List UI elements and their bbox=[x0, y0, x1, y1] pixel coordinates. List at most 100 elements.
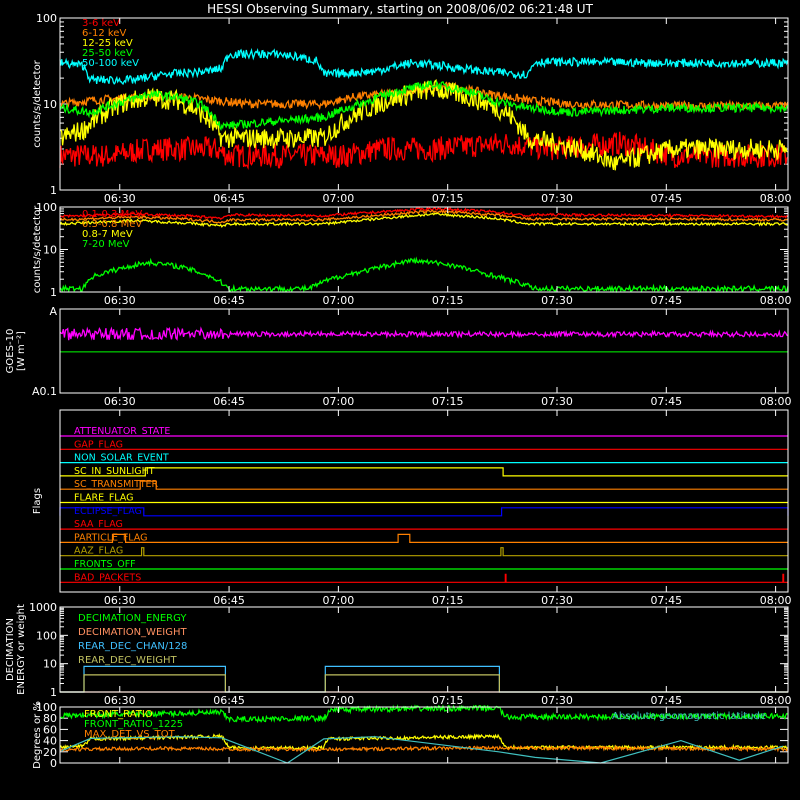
x-tick-label: 07:15 bbox=[432, 594, 464, 607]
panel-frame-5 bbox=[59, 606, 789, 693]
legend-front-ratio-1225: FRONT_RATIO_1225 bbox=[84, 719, 183, 730]
legend-6-12-kev: 6-12 keV bbox=[82, 28, 126, 39]
y-axis-label-3: GOES-10 bbox=[5, 329, 16, 374]
x-tick-label: 06:45 bbox=[213, 594, 245, 607]
flag-line-sc-in-sunlight bbox=[60, 467, 788, 477]
x-tick-label: 07:45 bbox=[650, 694, 682, 707]
x-tick-label: 07:00 bbox=[323, 694, 355, 707]
legend-absolute-geomagnetic-latitude: Absolute geomagnetic latitude bbox=[612, 711, 766, 722]
y-tick-label: 20 bbox=[43, 746, 57, 759]
y-axis-label-4: Flags bbox=[32, 488, 43, 514]
flag-label-sc-transmitter: SC_TRANSMITTER bbox=[74, 479, 159, 490]
figure-title: HESSI Observing Summary, starting on 200… bbox=[207, 2, 593, 16]
y-tick-label: A bbox=[49, 305, 57, 318]
series-line-25-50-kev bbox=[59, 80, 789, 131]
y-axis-label-6: Degrees or % bbox=[32, 701, 43, 769]
series-line-0-8-7-mev bbox=[59, 212, 789, 228]
y-tick-label: 100 bbox=[36, 701, 57, 714]
x-tick-label: 08:00 bbox=[760, 395, 792, 408]
flag-label-attenuator-state: ATTENUATOR_STATE bbox=[74, 426, 170, 437]
flag-label-bad-packets: BAD_PACKETS bbox=[74, 572, 141, 583]
series-line-max-det-vs-tot bbox=[59, 744, 789, 753]
flag-line-eclipse-flag bbox=[59, 507, 789, 517]
x-tick-label: 07:30 bbox=[541, 594, 573, 607]
legend-25-50-kev: 25-50 keV bbox=[82, 48, 133, 59]
y-tick-label: 1 bbox=[50, 184, 57, 197]
flag-line-aaz-flag bbox=[60, 547, 788, 557]
y-tick-label: 1000 bbox=[29, 601, 57, 614]
flag-label-flare-flag: FLARE_FLAG bbox=[74, 493, 134, 504]
legend-decimation-energy: DECIMATION_ENERGY bbox=[78, 613, 187, 624]
x-tick-label: 06:30 bbox=[104, 395, 136, 408]
y-tick-label: 1 bbox=[50, 686, 57, 699]
y-tick-label: 0 bbox=[50, 757, 57, 770]
series-line-front-ratio-1225 bbox=[59, 704, 788, 724]
legend-max-det-vs-tot: MAX_DET_VS_TOT bbox=[84, 729, 176, 740]
y-axis-label-5b: ENERGY or weight bbox=[16, 604, 27, 695]
x-tick-label: 07:00 bbox=[323, 192, 355, 205]
y-tick-label: 10 bbox=[43, 658, 57, 671]
y-tick-label: 10 bbox=[43, 244, 57, 257]
x-tick-label: 06:45 bbox=[213, 192, 245, 205]
y-tick-label: 100 bbox=[36, 201, 57, 214]
flag-label-particle-flag: PARTICLE_FLAG bbox=[74, 532, 147, 543]
flag-line-sc-transmitter bbox=[60, 480, 788, 490]
flag-label-non-solar-event: NON_SOLAR_EVENT bbox=[74, 453, 169, 464]
legend-3-6-kev: 3-6 keV bbox=[82, 18, 120, 29]
y-tick-label: 10 bbox=[43, 98, 57, 111]
legend-50-100-kev: 50-100 keV bbox=[82, 58, 139, 69]
y-tick-label: 100 bbox=[36, 12, 57, 25]
x-tick-label: 07:30 bbox=[541, 395, 573, 408]
x-tick-label: 08:00 bbox=[760, 594, 792, 607]
y-tick-label: 100 bbox=[36, 629, 57, 642]
legend-rear-dec-weight: REAR_DEC_WEIGHT bbox=[78, 655, 177, 666]
x-tick-label: 08:00 bbox=[760, 192, 792, 205]
legend-7-20-mev: 7-20 MeV bbox=[82, 239, 130, 250]
y-axis-label-3-units: [W m⁻²] bbox=[16, 331, 27, 371]
flag-label-aaz-flag: AAZ_FLAG bbox=[74, 546, 123, 557]
flag-label-sc-in-sunlight: SC_IN_SUNLIGHT bbox=[74, 466, 155, 477]
x-tick-label: 07:45 bbox=[650, 294, 682, 307]
x-tick-label: 07:15 bbox=[432, 395, 464, 408]
x-tick-label: 08:00 bbox=[760, 294, 792, 307]
y-tick-label: A0.1 bbox=[32, 385, 57, 398]
y-axis-label-2: counts/s/detector bbox=[32, 205, 43, 293]
y-tick-label: 40 bbox=[43, 735, 57, 748]
y-axis-label-5a: DECIMATION bbox=[5, 618, 16, 681]
x-tick-label: 07:00 bbox=[323, 294, 355, 307]
x-tick-label: 07:30 bbox=[541, 294, 573, 307]
x-tick-label: 07:15 bbox=[432, 694, 464, 707]
series-line-absolute-geomagnetic-latitude bbox=[61, 736, 784, 764]
panel-frame-6 bbox=[59, 706, 789, 764]
x-tick-label: 06:30 bbox=[104, 594, 136, 607]
series-line-0-1-0-3-mev bbox=[59, 206, 789, 220]
panel-frame-2 bbox=[59, 206, 789, 293]
legend-front-ratio: FRONT_RATIO bbox=[84, 709, 153, 720]
x-tick-label: 08:00 bbox=[760, 694, 792, 707]
panel-frame-1 bbox=[59, 17, 789, 191]
panel-frame-4 bbox=[59, 409, 789, 593]
x-tick-label: 07:30 bbox=[541, 192, 573, 205]
series-line-goes-magenta bbox=[59, 326, 789, 341]
series-line-50-100-kev bbox=[59, 47, 789, 86]
legend-12-25-kev: 12-25 keV bbox=[82, 38, 133, 49]
series-line-3-6-kev bbox=[59, 131, 789, 171]
legend-0-8-7-mev: 0.8-7 MeV bbox=[82, 229, 133, 240]
legend-0-1-0-3-mev: 0.1-0.3 MeV bbox=[82, 209, 142, 220]
x-tick-label: 07:30 bbox=[541, 694, 573, 707]
x-tick-label: 07:15 bbox=[432, 192, 464, 205]
y-tick-label: 1 bbox=[50, 286, 57, 299]
legend-decimation-weight: DECIMATION_WEIGHT bbox=[78, 627, 187, 638]
x-tick-label: 07:00 bbox=[323, 594, 355, 607]
panel-frame-3 bbox=[59, 308, 789, 394]
x-tick-label: 06:30 bbox=[104, 294, 136, 307]
y-tick-label: 80 bbox=[43, 712, 57, 725]
x-tick-label: 06:45 bbox=[213, 694, 245, 707]
flag-label-gap-flag: GAP_FLAG bbox=[74, 439, 123, 450]
x-tick-label: 07:45 bbox=[650, 594, 682, 607]
legend-0-3-0-8-mev: 0.3-0.8 MeV bbox=[82, 219, 142, 230]
y-axis-label-1: counts/s/detector bbox=[32, 59, 43, 147]
x-tick-label: 07:00 bbox=[323, 395, 355, 408]
series-line-6-12-kev bbox=[59, 81, 789, 112]
series-line-12-25-kev bbox=[60, 79, 788, 171]
